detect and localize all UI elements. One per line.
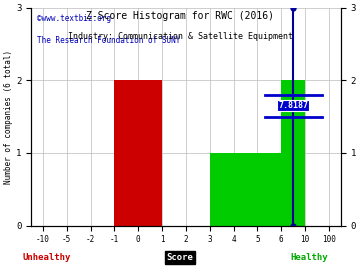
Bar	[210, 153, 281, 225]
Text: Z-Score Histogram for RWC (2016): Z-Score Histogram for RWC (2016)	[86, 11, 274, 21]
Text: Industry: Communication & Satellite Equipment: Industry: Communication & Satellite Equi…	[68, 32, 292, 41]
Text: Unhealthy: Unhealthy	[23, 253, 71, 262]
Bar	[114, 80, 162, 225]
Text: 7.8187: 7.8187	[278, 101, 308, 110]
Bar	[281, 80, 305, 225]
Text: Healthy: Healthy	[291, 253, 328, 262]
Text: ©www.textbiz.org: ©www.textbiz.org	[37, 14, 111, 23]
Text: Score: Score	[167, 253, 193, 262]
Y-axis label: Number of companies (6 total): Number of companies (6 total)	[4, 49, 13, 184]
Text: The Research Foundation of SUNY: The Research Foundation of SUNY	[37, 36, 181, 45]
